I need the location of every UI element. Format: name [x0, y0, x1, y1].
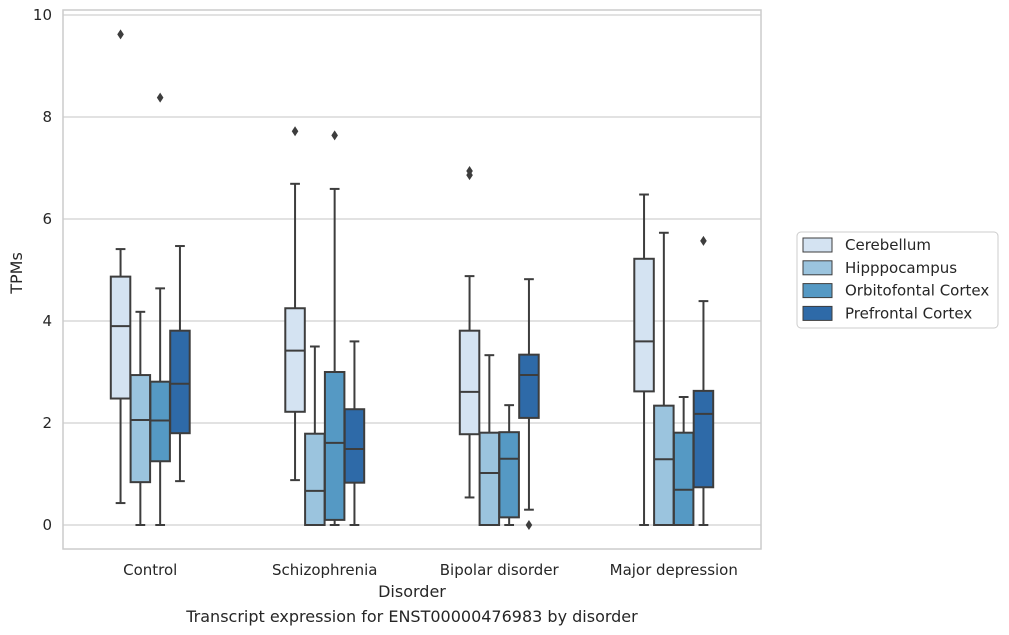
- y-tick-label: 4: [42, 312, 52, 330]
- legend-swatch: [802, 305, 833, 321]
- box-cerebellum: [633, 193, 655, 526]
- legend: Cerebellum Hipppocampus Orbitofontal Corte…: [796, 231, 999, 329]
- x-tick-label: Schizophrenia: [272, 561, 377, 579]
- box-prefrontal-cortex: [343, 340, 366, 526]
- box-body: [692, 389, 715, 489]
- outlier-point: [466, 166, 473, 177]
- x-axis-label: Disorder: [378, 582, 446, 601]
- box-body: [653, 404, 675, 526]
- box-prefrontal-cortex: [518, 278, 540, 530]
- legend-label: Cerebellum: [845, 236, 931, 254]
- y-tick-label: 2: [42, 414, 52, 432]
- box-cerebellum: [109, 29, 132, 505]
- box-prefrontal-cortex: [692, 235, 715, 526]
- x-tick-label: Major depression: [610, 561, 738, 579]
- outlier-point: [700, 235, 707, 246]
- y-tick-label: 8: [42, 108, 52, 126]
- box-orbitofontal-cortex: [149, 92, 171, 526]
- legend-swatch: [802, 237, 833, 253]
- y-tick-labels: 0 2 4 6 8 10: [33, 6, 52, 534]
- box-body: [478, 431, 501, 526]
- box-prefrontal-cortex: [169, 245, 191, 483]
- box-body: [498, 431, 520, 519]
- legend-label: Orbitofontal Cortex: [845, 282, 989, 300]
- box-body: [109, 275, 132, 400]
- box-body: [149, 380, 171, 463]
- y-tick-label: 10: [33, 6, 52, 24]
- box-orbitofontal-cortex: [672, 395, 695, 526]
- box-body: [169, 329, 191, 435]
- box-hipppocampus: [478, 354, 501, 526]
- box-body: [343, 408, 366, 484]
- box-body: [323, 371, 346, 521]
- box-hipppocampus: [129, 310, 152, 526]
- box-orbitofontal-cortex: [498, 404, 520, 526]
- plot-frame: [62, 9, 762, 550]
- box-body: [672, 431, 695, 526]
- x-tick-label: Control: [123, 561, 177, 579]
- box-body: [518, 353, 540, 419]
- legend-label: Hipppocampus: [845, 259, 957, 277]
- outlier-point: [156, 92, 164, 103]
- legend-swatch: [802, 260, 833, 276]
- box-body: [304, 432, 326, 526]
- outlier-point: [525, 520, 533, 530]
- x-tick-labels: Control Schizophrenia Bipolar disorder Majo…: [123, 561, 738, 579]
- box-cerebellum: [458, 166, 481, 499]
- box-body: [458, 329, 481, 436]
- box-body: [633, 257, 655, 393]
- y-tick-label: 0: [42, 516, 52, 534]
- outlier-point: [117, 29, 124, 40]
- box-orbitofontal-cortex: [323, 130, 346, 526]
- box-body: [129, 374, 152, 484]
- chart-caption: Transcript expression for ENST0000047698…: [185, 607, 638, 626]
- legend-frame: [796, 231, 999, 329]
- y-axis-label: TPMs: [7, 252, 26, 295]
- box-hipppocampus: [304, 345, 326, 526]
- y-tick-label: 6: [42, 210, 52, 228]
- x-tick-label: Bipolar disorder: [440, 561, 560, 579]
- legend-swatch: [802, 283, 833, 299]
- legend-label: Prefrontal Cortex: [845, 304, 972, 322]
- box-hipppocampus: [653, 231, 675, 526]
- outlier-point: [331, 130, 338, 141]
- outlier-point: [291, 126, 299, 137]
- boxes: [109, 29, 715, 530]
- box-body: [284, 307, 306, 413]
- box-cerebellum: [284, 126, 306, 482]
